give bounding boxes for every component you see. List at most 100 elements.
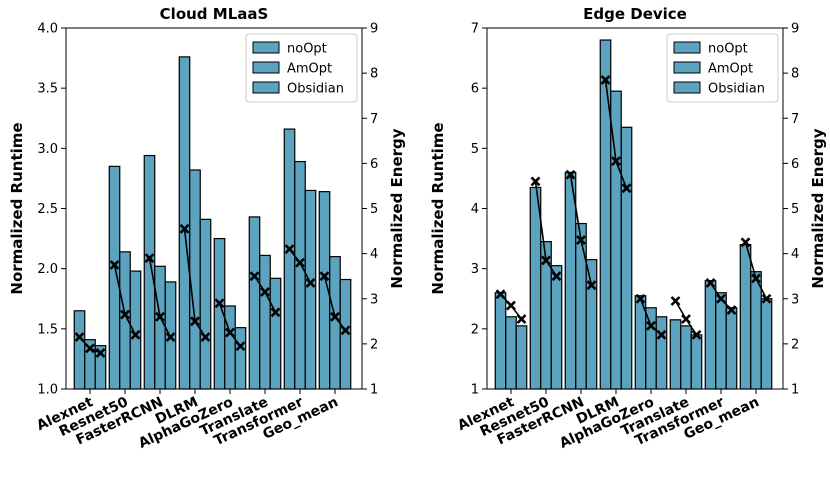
energy-marker-noopt-alexnet [495, 289, 506, 300]
energy-marker-obsidian-resnet50 [130, 329, 141, 340]
y-axis-label-left: Normalized Runtime [8, 122, 26, 294]
chart-title: Cloud MLaaS [160, 5, 269, 23]
energy-marker-obsidian-alphagozero [656, 329, 667, 340]
bar-amopt-translate [259, 254, 271, 390]
y-tick-label-left: 3.5 [37, 82, 58, 97]
bar-obsidian-transformer [725, 307, 738, 390]
legend: noOpt AmOpt Obsidian [666, 33, 779, 103]
energy-marker-amopt-resnet50 [541, 255, 551, 266]
bar-noopt-fasterrcnn [143, 154, 156, 390]
energy-marker-obsidian-dlrm [621, 183, 632, 194]
legend-swatch-amopt [673, 61, 701, 74]
y-tick-label-right: 7 [370, 112, 378, 127]
energy-marker-amopt-geo_mean [330, 311, 340, 322]
y-tick-label-left: 5 [471, 142, 479, 157]
bar-noopt-transformer [704, 280, 717, 390]
energy-marker-amopt-alexnet [85, 343, 95, 354]
y-tick-label-left: 1.5 [37, 322, 58, 337]
y-tick-label-left: 2 [471, 322, 479, 337]
legend-label-noopt: noOpt [708, 42, 748, 57]
energy-marker-obsidian-translate [270, 307, 281, 318]
y-tick-label-right: 1 [370, 383, 378, 398]
chart-title: Edge Device [583, 5, 687, 23]
bar-obsidian-fasterrcnn [585, 259, 598, 390]
energy-marker-noopt-geo_mean [740, 237, 751, 248]
y-tick-label-right: 9 [791, 22, 799, 37]
y-tick-label-left: 6 [471, 82, 479, 97]
energy-marker-amopt-alphagozero [646, 320, 656, 331]
energy-marker-obsidian-alexnet [516, 314, 527, 324]
energy-marker-noopt-alphagozero [635, 293, 646, 304]
energy-marker-amopt-translate [260, 287, 270, 297]
bar-noopt-resnet50 [108, 165, 121, 390]
bar-obsidian-geo_mean [760, 298, 773, 390]
bar-obsidian-alphagozero [655, 316, 668, 390]
energy-marker-amopt-alphagozero [225, 327, 235, 338]
bar-amopt-geo_mean [750, 271, 762, 390]
y-tick-label-right: 5 [370, 202, 378, 217]
legend-label-amopt: AmOpt [287, 62, 332, 77]
legend-swatch-amopt [252, 61, 280, 74]
y-tick-label-left: 2.5 [37, 202, 58, 217]
y-tick-label-left: 1 [471, 383, 479, 398]
bar-noopt-fasterrcnn [564, 171, 577, 390]
energy-marker-amopt-dlrm [611, 156, 621, 167]
energy-marker-obsidian-alphagozero [235, 341, 246, 352]
y-tick-label-right: 2 [791, 337, 799, 352]
y-tick-label-right: 4 [370, 247, 378, 262]
energy-marker-noopt-transformer [705, 278, 716, 288]
y-tick-label-right: 8 [791, 67, 799, 82]
energy-marker-amopt-fasterrcnn [576, 235, 586, 246]
bar-obsidian-alphagozero [234, 327, 247, 390]
energy-marker-amopt-dlrm [190, 316, 200, 327]
bar-noopt-resnet50 [529, 186, 542, 390]
legend-swatch-obsidian [252, 81, 280, 94]
legend: noOpt AmOpt Obsidian [245, 33, 358, 103]
energy-marker-obsidian-geo_mean [761, 293, 772, 304]
energy-marker-amopt-fasterrcnn [155, 311, 165, 322]
bar-obsidian-dlrm [620, 126, 633, 390]
energy-marker-noopt-translate [249, 271, 260, 282]
energy-marker-obsidian-fasterrcnn [165, 332, 176, 343]
energy-marker-noopt-dlrm [179, 223, 190, 234]
bar-noopt-geo_mean [739, 244, 752, 390]
energy-marker-obsidian-resnet50 [551, 271, 562, 282]
energy-marker-amopt-translate [681, 314, 691, 324]
chart-panel-cloud-mlaas: 1.01.52.02.53.03.54.0123456789AlexnetRes… [8, 5, 406, 452]
bar-obsidian-dlrm [199, 218, 212, 390]
bar-amopt-transformer [715, 292, 727, 390]
y-tick-label-right: 8 [370, 67, 378, 82]
energy-marker-amopt-resnet50 [120, 309, 130, 320]
y-tick-label-right: 1 [791, 383, 799, 398]
bar-amopt-fasterrcnn [575, 222, 587, 390]
bar-obsidian-translate [690, 334, 703, 390]
bar-obsidian-translate [269, 277, 282, 390]
bar-amopt-alphagozero [645, 307, 657, 390]
y-axis-label-left: Normalized Runtime [429, 122, 447, 294]
legend-swatch-noopt [252, 41, 280, 54]
bar-noopt-alexnet [73, 310, 86, 390]
bar-amopt-alphagozero [224, 305, 236, 390]
y-tick-label-right: 7 [791, 112, 799, 127]
y-axis-label-right: Normalized Energy [388, 128, 406, 288]
energy-marker-noopt-alphagozero [214, 298, 225, 309]
energy-marker-obsidian-alexnet [95, 347, 106, 358]
chart-panel-edge-device: 1234567123456789AlexnetResnet50FasterRCN… [429, 5, 827, 452]
bar-noopt-dlrm [599, 39, 612, 390]
y-tick-label-right: 3 [791, 292, 799, 307]
energy-marker-noopt-resnet50 [530, 176, 541, 187]
energy-marker-amopt-geo_mean [751, 273, 761, 284]
y-tick-label-right: 2 [370, 337, 378, 352]
energy-marker-obsidian-dlrm [200, 332, 211, 343]
energy-marker-obsidian-geo_mean [340, 325, 351, 336]
energy-marker-noopt-transformer [284, 244, 295, 255]
energy-marker-amopt-alexnet [506, 300, 516, 311]
y-tick-label-left: 2.0 [37, 262, 58, 277]
bar-noopt-dlrm [178, 56, 191, 390]
energy-marker-noopt-dlrm [600, 74, 611, 85]
bar-obsidian-resnet50 [550, 265, 563, 390]
bar-amopt-dlrm [189, 169, 201, 390]
bar-noopt-transformer [283, 128, 296, 390]
bar-amopt-fasterrcnn [154, 265, 166, 390]
